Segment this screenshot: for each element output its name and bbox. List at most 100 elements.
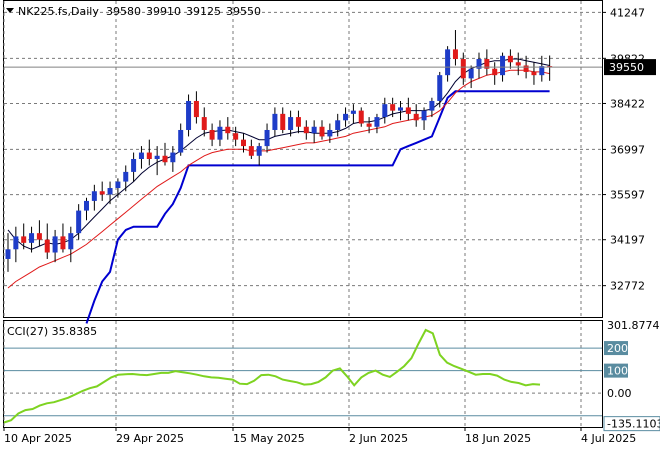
price-tick-label: 34197 — [610, 234, 645, 247]
x-tick-label: 29 Apr 2025 — [116, 432, 184, 445]
x-tick-label: 4 Jul 2025 — [581, 432, 636, 445]
cci-levels — [4, 347, 602, 417]
candle-body — [60, 236, 66, 250]
candle — [186, 94, 192, 137]
cci-tick-label: 200 — [607, 342, 628, 355]
candle-body — [500, 55, 506, 76]
candle-body — [335, 120, 341, 130]
candle — [225, 117, 231, 140]
candle — [123, 165, 129, 192]
candle — [366, 117, 372, 134]
candle-body — [131, 159, 137, 172]
candle-body — [107, 188, 113, 195]
candle — [295, 110, 301, 134]
candle-body — [327, 129, 333, 137]
candle-body — [13, 236, 19, 250]
candle-body — [288, 117, 294, 130]
moving-averages — [7, 58, 550, 289]
candle — [429, 97, 435, 118]
candle-body — [405, 107, 411, 114]
candle-body — [186, 100, 192, 130]
price-tick-label: 32772 — [610, 280, 645, 293]
candle — [264, 123, 270, 153]
candle-body — [366, 123, 372, 127]
candle-body — [68, 233, 74, 250]
candle-body — [29, 233, 35, 243]
candle — [311, 120, 317, 143]
candle — [507, 49, 513, 69]
candle — [99, 181, 105, 201]
candle-body — [91, 191, 97, 201]
cci-level-badge — [604, 363, 628, 378]
candle — [52, 229, 58, 263]
candle-body — [217, 126, 223, 140]
candle — [452, 30, 458, 66]
collapse-triangle-icon — [6, 8, 14, 13]
candle — [319, 120, 325, 140]
cci-tick-label: 0.00 — [607, 387, 632, 400]
candle-body — [162, 155, 168, 163]
candle-body — [248, 146, 254, 156]
current-price-badge — [604, 59, 656, 76]
candle — [460, 52, 466, 85]
candle — [5, 233, 11, 272]
candle-body — [343, 113, 349, 121]
candle-body — [84, 200, 89, 211]
candle-body — [146, 152, 152, 159]
candle — [343, 107, 349, 127]
cci-tick-label: 301.8774 — [607, 319, 660, 332]
candle — [303, 120, 309, 140]
candle — [398, 100, 403, 121]
candle — [201, 107, 207, 137]
candle — [272, 107, 278, 137]
x-tick-label: 2 Jun 2025 — [349, 432, 408, 445]
x-tick-label: 15 May 2025 — [233, 432, 305, 445]
candle-body — [225, 126, 231, 134]
cci-tick-label: -135.1103 — [607, 418, 660, 431]
candle-body — [460, 59, 466, 79]
candle-body — [272, 113, 278, 130]
candle — [327, 123, 333, 143]
candle — [29, 226, 35, 253]
cci-level-badge — [604, 341, 628, 356]
candle-body — [76, 210, 82, 234]
candle — [146, 139, 152, 166]
x-tick-label: 18 Jun 2025 — [465, 432, 531, 445]
price-tick-label: 36997 — [610, 143, 645, 156]
candle — [178, 123, 184, 156]
candle-body — [36, 233, 42, 240]
cci-tick-label: 100 — [607, 365, 628, 378]
candle-body — [445, 49, 451, 76]
candle — [468, 65, 474, 89]
candle — [515, 52, 521, 76]
slow-moving-average-line — [7, 69, 550, 289]
candle — [170, 146, 176, 172]
candle — [241, 133, 246, 153]
candle — [154, 146, 160, 176]
candle-body — [523, 65, 529, 72]
candle-body — [138, 152, 144, 159]
candle-body — [280, 113, 286, 130]
candle-body — [437, 75, 443, 101]
cci-panel — [3, 320, 603, 428]
stop-line — [85, 90, 550, 324]
candle-body — [413, 113, 419, 121]
fast-moving-average-line — [7, 58, 550, 250]
candle — [256, 142, 262, 166]
candle-body — [178, 129, 184, 153]
candle-body — [421, 110, 427, 121]
candle — [68, 226, 74, 263]
candle — [13, 226, 19, 263]
candle — [36, 220, 42, 247]
chart-header: NK225.fs,Daily 39580 39910 39125 39550 — [6, 5, 261, 18]
candle-body — [241, 139, 246, 147]
candle — [374, 113, 380, 134]
candle-body — [429, 100, 435, 111]
close-value: 39550 — [226, 5, 261, 18]
candle — [217, 120, 223, 147]
cci-line — [3, 328, 541, 424]
symbol-label: NK225.fs,Daily — [18, 5, 99, 18]
candle-body — [52, 236, 58, 253]
candle — [421, 107, 427, 130]
